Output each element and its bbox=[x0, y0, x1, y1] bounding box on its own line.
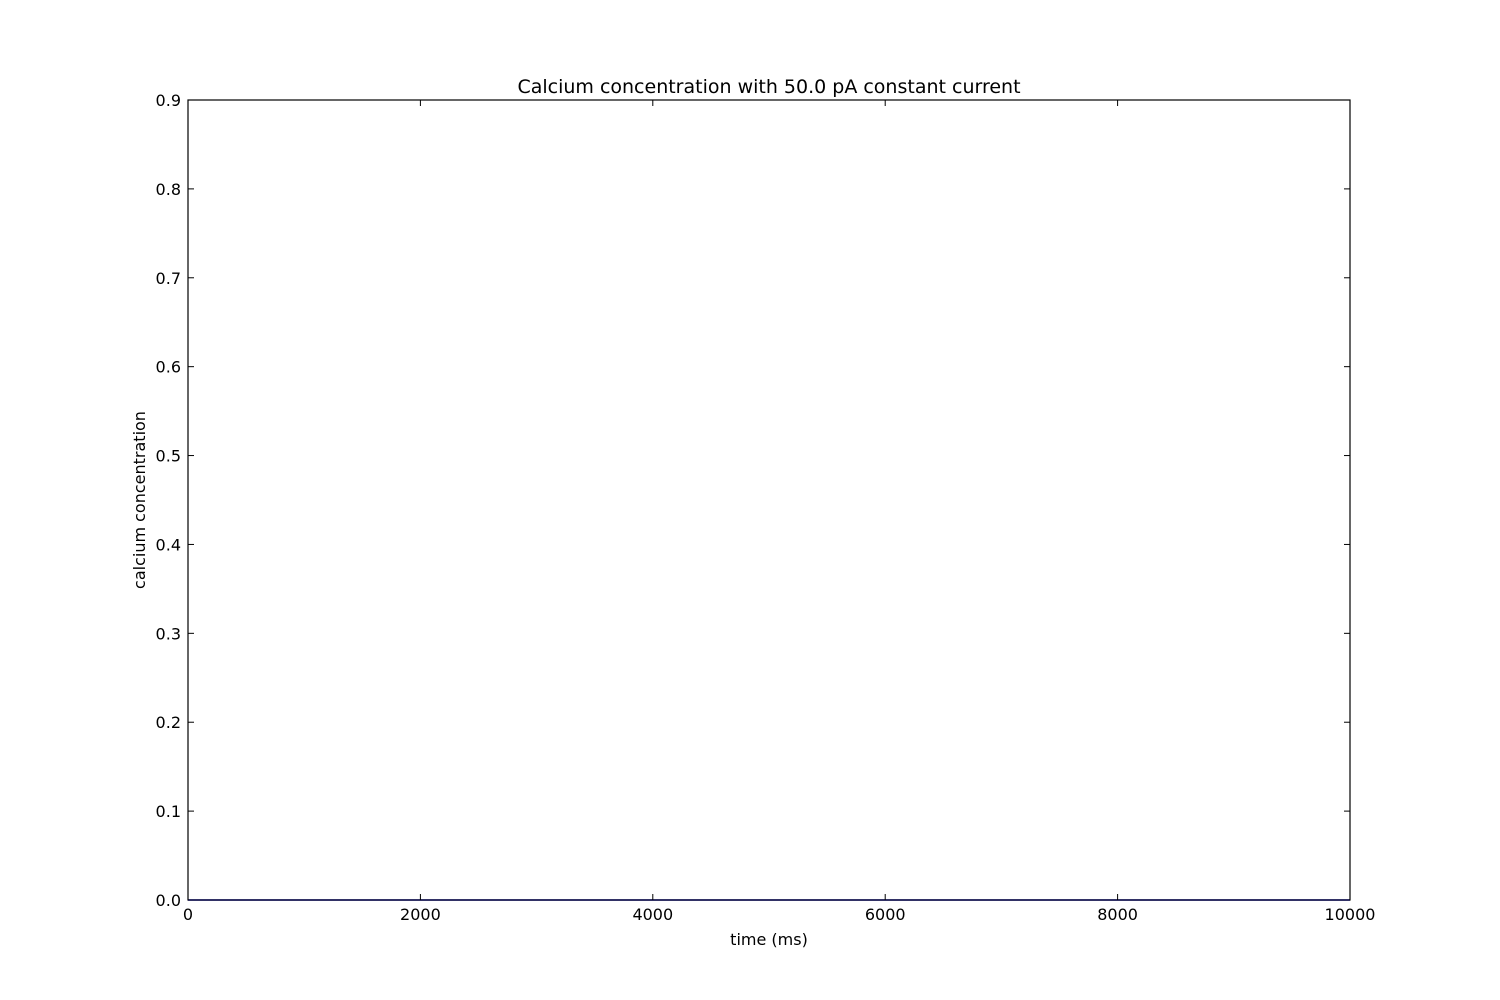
plot-area bbox=[187, 99, 1351, 901]
axes-frame bbox=[187, 99, 1351, 901]
x-axis-label: time (ms) bbox=[730, 930, 808, 949]
x-tick-label: 2000 bbox=[400, 905, 441, 924]
y-tick-label: 0.5 bbox=[156, 447, 181, 466]
y-tick-label: 0.8 bbox=[156, 180, 181, 199]
y-tick-label: 0.6 bbox=[156, 358, 181, 377]
y-tick-label: 0.9 bbox=[156, 91, 181, 110]
y-axis-label: calcium concentration bbox=[130, 411, 149, 589]
x-tick-label: 6000 bbox=[865, 905, 906, 924]
x-tick-label: 10000 bbox=[1325, 905, 1376, 924]
x-axis-ticks: 0 2000 4000 6000 8000 10000 bbox=[183, 100, 1376, 924]
y-tick-label: 0.4 bbox=[156, 535, 181, 554]
y-tick-label: 0.7 bbox=[156, 269, 181, 288]
chart-title: Calcium concentration with 50.0 pA const… bbox=[517, 76, 1020, 98]
y-tick-label: 0.0 bbox=[156, 891, 181, 910]
x-tick-label: 4000 bbox=[632, 905, 673, 924]
x-tick-label: 8000 bbox=[1097, 905, 1138, 924]
y-tick-label: 0.3 bbox=[156, 624, 181, 643]
y-axis-ticks: 0.0 0.1 0.2 0.3 0.4 0.5 0.6 0.7 0.8 0.9 bbox=[156, 91, 1350, 910]
y-tick-label: 0.1 bbox=[156, 802, 181, 821]
x-tick-label: 0 bbox=[183, 905, 193, 924]
axes-background bbox=[188, 100, 1350, 900]
y-tick-label: 0.2 bbox=[156, 713, 181, 732]
